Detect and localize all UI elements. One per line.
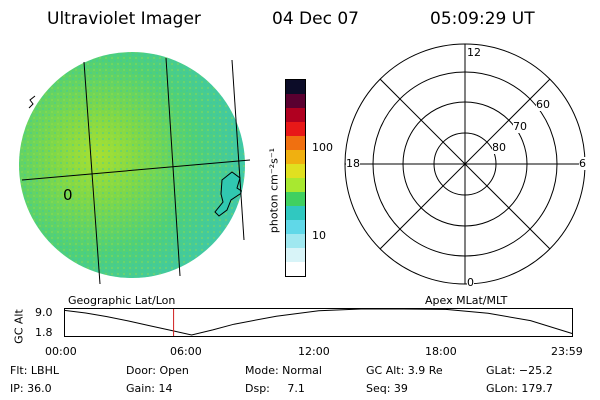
colorbar-segment [286, 178, 305, 192]
alt-xtick-1: 06:00 [170, 345, 202, 358]
lat-line [21, 159, 251, 181]
colorbar-segment [286, 234, 305, 248]
lon-line-3 [231, 59, 245, 241]
status-glat: GLat: −25.2 [486, 364, 553, 377]
colorbar-segment [286, 136, 305, 150]
time-label: 05:09:29 UT [430, 9, 535, 29]
uv-disc [19, 52, 245, 278]
status-glon: GLon: 179.7 [486, 382, 553, 395]
altitude-plot-frame [64, 308, 573, 337]
mlt-label-6: 6 [579, 157, 586, 170]
status-flt: Flt: LBHL [10, 364, 59, 377]
colorbar-segment [286, 108, 305, 122]
colorbar-segment [286, 164, 305, 178]
instrument-title: Ultraviolet Imager [47, 9, 201, 29]
status-seq: Seq: 39 [366, 382, 408, 395]
colorbar-segment [286, 80, 305, 94]
colorbar-unit-label: photon cm⁻²s⁻¹ [267, 147, 281, 234]
grid-label-zero: 0 [63, 186, 73, 204]
apex-label: Apex MLat/MLT [425, 294, 508, 307]
colorbar-segment [286, 122, 305, 136]
alt-ylabel: GC Alt [12, 309, 26, 344]
colorbar-segment [286, 262, 305, 276]
mlt-label-18: 18 [346, 157, 360, 170]
colorbar-segment [286, 94, 305, 108]
colorbar-segment [286, 206, 305, 220]
status-mode: Mode: Normal [245, 364, 322, 377]
status-door: Door: Open [126, 364, 189, 377]
alt-xtick-2: 12:00 [298, 345, 330, 358]
alt-ytick-9: 9.0 [35, 306, 53, 319]
altitude-series-line [64, 308, 573, 336]
status-ip: IP: 36.0 [10, 382, 52, 395]
alt-ytick-1-8: 1.8 [35, 326, 53, 339]
colorbar-segment [286, 248, 305, 262]
colorbar-tick-100: 100 [312, 141, 333, 154]
alt-xtick-3: 18:00 [425, 345, 457, 358]
alt-xtick-0: 00:00 [45, 345, 77, 358]
colorbar-segment [286, 220, 305, 234]
mlt-label-0: 0 [467, 276, 474, 289]
coastline [214, 171, 244, 217]
polar-plot [344, 43, 586, 285]
alt-xtick-4: 23:59 [551, 345, 583, 358]
geographic-label: Geographic Lat/Lon [68, 294, 176, 307]
colorbar-segment [286, 192, 305, 206]
status-gcalt: GC Alt: 3.9 Re [366, 364, 443, 377]
colorbar-segment [286, 150, 305, 164]
mlt-label-12: 12 [467, 46, 481, 59]
mlat-label-60: 60 [536, 98, 550, 111]
lon-line-2 [165, 57, 181, 277]
date-label: 04 Dec 07 [272, 9, 359, 29]
altitude-plot [64, 308, 573, 337]
mlat-label-70: 70 [513, 120, 527, 133]
mlat-label-80: 80 [492, 141, 506, 154]
colorbar-tick-10: 10 [312, 229, 326, 242]
status-dsp: Dsp: 7.1 [245, 382, 305, 395]
colorbar [285, 79, 306, 277]
lon-line-1 [83, 61, 101, 285]
status-gain: Gain: 14 [126, 382, 173, 395]
